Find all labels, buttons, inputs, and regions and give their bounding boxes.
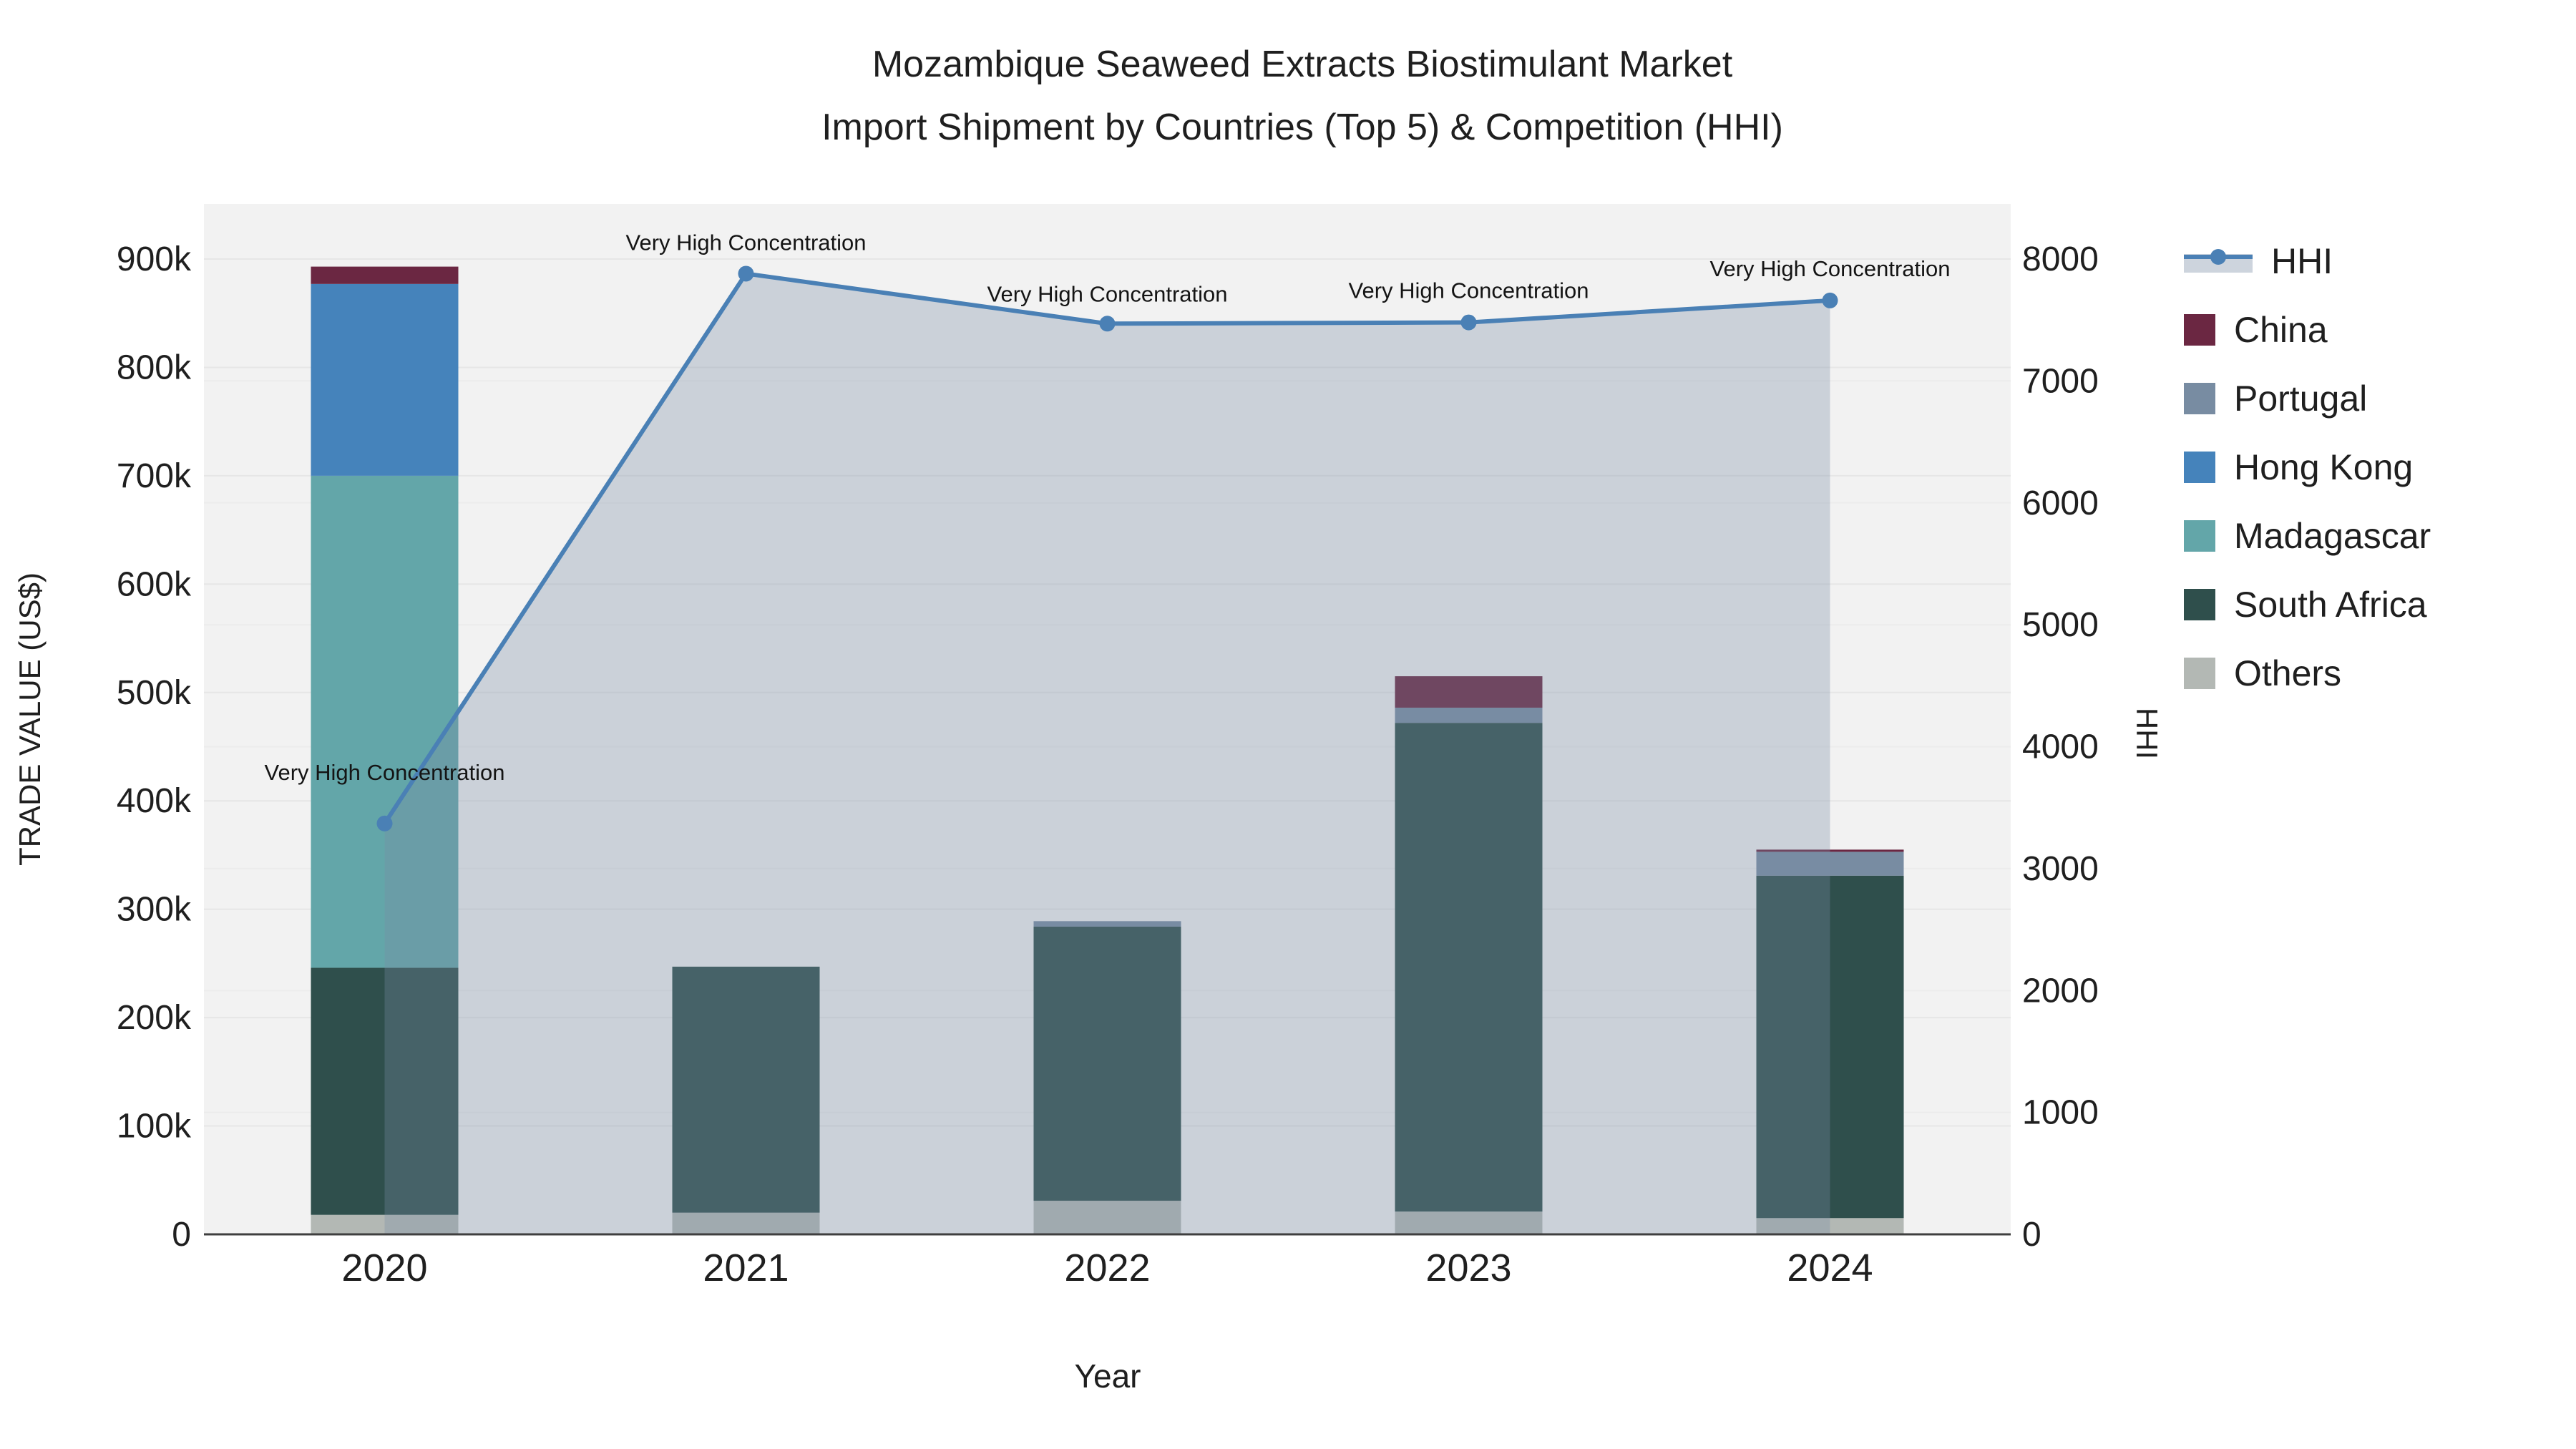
legend-item-hong-kong[interactable]: Hong Kong [2184, 433, 2431, 502]
y-right-tick-label: 7000 [2022, 362, 2099, 400]
legend-label: Hong Kong [2234, 447, 2414, 487]
legend-item-china[interactable]: China [2184, 296, 2431, 364]
bar-segment-hong-kong-2020[interactable] [311, 283, 459, 476]
x-tick-label-2021[interactable]: 2021 [703, 1246, 789, 1289]
bar-segment-others-2023[interactable] [1395, 1211, 1543, 1234]
chart-title-line2: Import Shipment by Countries (Top 5) & C… [821, 107, 1783, 148]
bar-segment-portugal-2022[interactable] [1033, 921, 1181, 927]
legend-swatch-portugal [2184, 383, 2215, 414]
y-left-tick-label: 900k [117, 240, 192, 278]
annotation-label-2024: Very High Concentration [1709, 256, 1950, 281]
legend-swatch-hong-kong [2184, 452, 2215, 483]
y-left-tick-label: 0 [172, 1216, 191, 1254]
annotation-label-2023: Very High Concentration [1348, 278, 1589, 303]
legend-label: Madagascar [2234, 516, 2431, 556]
legend: HHI China Portugal Hong Kong Madagascar South… [2184, 227, 2431, 708]
bar-segment-portugal-2024[interactable] [1756, 852, 1904, 876]
hhi-marker-2022[interactable] [1099, 316, 1116, 332]
bar-segment-china-2024[interactable] [1756, 849, 1904, 852]
legend-item-hhi[interactable]: HHI [2184, 227, 2431, 296]
bar-segment-south-africa-2020[interactable] [311, 967, 459, 1215]
bar-segment-madagascar-2020[interactable] [311, 475, 459, 968]
y-left-tick-label: 800k [117, 348, 192, 386]
y-left-tick-label: 300k [117, 891, 192, 929]
y-right-tick-label: 4000 [2022, 728, 2099, 766]
y-axis-title-left: TRADE VALUE (US$) [13, 572, 47, 866]
y-right-tick-label: 1000 [2022, 1094, 2099, 1132]
hhi-marker-2021[interactable] [738, 265, 754, 282]
y-right-tick-label: 0 [2022, 1216, 2041, 1254]
bar-segment-others-2021[interactable] [672, 1212, 820, 1234]
legend-swatch-south-africa [2184, 589, 2215, 620]
annotation-label-2022: Very High Concentration [987, 281, 1227, 306]
bar-segment-south-africa-2022[interactable] [1033, 926, 1181, 1201]
y-left-tick-label: 400k [117, 782, 192, 820]
hhi-marker-2024[interactable] [1822, 292, 1838, 308]
y-axis-title-right: HHI [2130, 707, 2164, 760]
hhi-area-fill [384, 273, 1830, 1234]
y-right-tick-label: 8000 [2022, 240, 2099, 278]
legend-label: South Africa [2234, 585, 2427, 625]
legend-item-portugal[interactable]: Portugal [2184, 364, 2431, 433]
y-right-tick-label: 3000 [2022, 850, 2099, 888]
bar-segment-south-africa-2024[interactable] [1756, 875, 1904, 1219]
legend-label: China [2234, 310, 2328, 350]
legend-label: HHI [2271, 241, 2333, 281]
bar-segment-south-africa-2023[interactable] [1395, 723, 1543, 1212]
legend-item-madagascar[interactable]: Madagascar [2184, 502, 2431, 570]
x-axis-title: Year [1074, 1357, 1141, 1395]
x-tick-label-2024[interactable]: 2024 [1787, 1246, 1873, 1289]
hhi-line-sample-icon [2184, 245, 2253, 277]
legend-label: Others [2234, 653, 2342, 693]
bar-segment-china-2020[interactable] [311, 266, 459, 284]
hhi-marker-2023[interactable] [1460, 314, 1477, 331]
chart-title-line1: Mozambique Seaweed Extracts Biostimulant… [872, 44, 1733, 85]
y-left-tick-label: 500k [117, 674, 192, 712]
hhi-marker-2020[interactable] [376, 815, 393, 831]
bar-segment-others-2020[interactable] [311, 1214, 459, 1234]
annotation-label-2021: Very High Concentration [625, 230, 866, 255]
y-left-tick-label: 100k [117, 1108, 192, 1146]
y-right-tick-label: 6000 [2022, 484, 2099, 522]
y-left-tick-label: 700k [117, 457, 192, 495]
bar-segment-portugal-2023[interactable] [1395, 707, 1543, 723]
bar-segment-south-africa-2021[interactable] [672, 966, 820, 1213]
y-right-tick-label: 5000 [2022, 606, 2099, 644]
legend-swatch-china [2184, 314, 2215, 346]
legend-label: Portugal [2234, 379, 2368, 419]
x-tick-label-2023[interactable]: 2023 [1425, 1246, 1511, 1289]
y-left-tick-label: 200k [117, 999, 192, 1037]
legend-item-south-africa[interactable]: South Africa [2184, 570, 2431, 639]
annotation-label-2020: Very High Concentration [264, 760, 504, 785]
x-tick-label-2022[interactable]: 2022 [1064, 1246, 1150, 1289]
bar-segment-others-2022[interactable] [1033, 1201, 1181, 1234]
legend-item-others[interactable]: Others [2184, 639, 2431, 708]
legend-swatch-madagascar [2184, 520, 2215, 552]
x-tick-label-2020[interactable]: 2020 [341, 1246, 427, 1289]
bar-segment-others-2024[interactable] [1756, 1218, 1904, 1234]
bar-segment-china-2023[interactable] [1395, 676, 1543, 708]
legend-swatch-others [2184, 658, 2215, 689]
y-right-tick-label: 2000 [2022, 972, 2099, 1010]
y-left-tick-label: 600k [117, 565, 192, 603]
